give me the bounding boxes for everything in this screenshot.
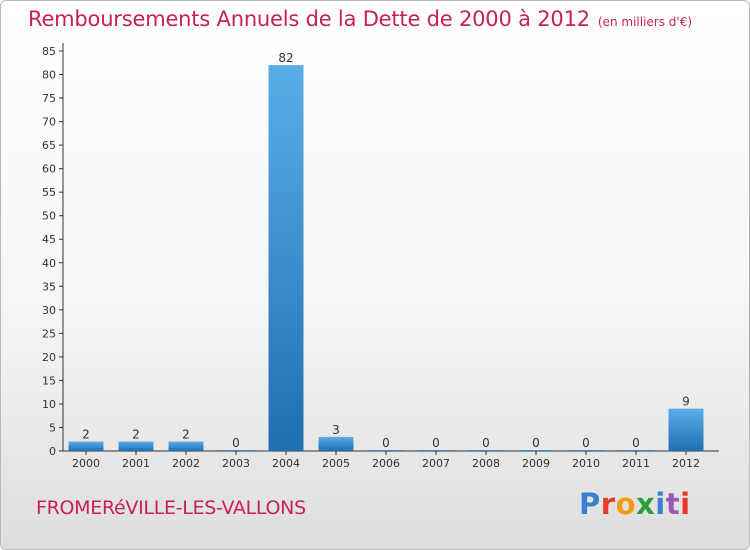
x-tick-label-2002: 2002 bbox=[172, 457, 200, 470]
data-label-2006: 0 bbox=[382, 436, 390, 450]
logo-letter: x bbox=[636, 487, 656, 521]
data-label-2002: 2 bbox=[182, 428, 190, 442]
data-label-2005: 3 bbox=[332, 423, 340, 437]
logo-letter: r bbox=[600, 487, 616, 521]
y-tick-label: 80 bbox=[42, 69, 56, 82]
y-tick-label: 25 bbox=[42, 327, 56, 340]
proxiti-logo: Proxiti bbox=[579, 487, 691, 521]
x-tick-label-2006: 2006 bbox=[372, 457, 400, 470]
data-label-2004: 82 bbox=[278, 51, 293, 65]
x-tick-label-2005: 2005 bbox=[322, 457, 350, 470]
x-tick-label-2009: 2009 bbox=[522, 457, 550, 470]
commune-name: FROMERéVILLE-LES-VALLONS bbox=[36, 497, 306, 519]
data-label-2003: 0 bbox=[232, 436, 240, 450]
x-tick-label-2007: 2007 bbox=[422, 457, 450, 470]
y-tick-label: 0 bbox=[49, 445, 56, 458]
bar-2011 bbox=[618, 450, 654, 451]
bar-2007 bbox=[418, 450, 454, 451]
logo-letter: o bbox=[615, 487, 637, 521]
y-tick-label: 20 bbox=[42, 351, 56, 364]
data-label-2001: 2 bbox=[132, 428, 140, 442]
y-tick-label: 45 bbox=[42, 233, 56, 246]
bar-2004 bbox=[268, 65, 304, 451]
y-tick-label: 5 bbox=[49, 421, 56, 434]
bar-2009 bbox=[518, 450, 554, 451]
data-label-2009: 0 bbox=[532, 436, 540, 450]
data-label-2000: 2 bbox=[82, 428, 90, 442]
bar-2010 bbox=[568, 450, 604, 451]
bar-2006 bbox=[368, 450, 404, 451]
x-tick-label-2012: 2012 bbox=[672, 457, 700, 470]
x-tick-label-2008: 2008 bbox=[472, 457, 500, 470]
data-label-2010: 0 bbox=[582, 436, 590, 450]
logo-letter: i bbox=[655, 487, 666, 521]
x-tick-label-2003: 2003 bbox=[222, 457, 250, 470]
data-label-2008: 0 bbox=[482, 436, 490, 450]
logo-letter: i bbox=[680, 487, 691, 521]
bar-2012 bbox=[668, 408, 704, 451]
y-tick-label: 60 bbox=[42, 163, 56, 176]
bars: 2 2 2 0 82 3 0 0 0 0 0 0 9 bbox=[68, 51, 704, 451]
x-tick-label-2004: 2004 bbox=[272, 457, 300, 470]
y-tick-label: 65 bbox=[42, 139, 56, 152]
y-tick-label: 15 bbox=[42, 374, 56, 387]
logo-letter: t bbox=[665, 487, 681, 521]
x-tick-label-2000: 2000 bbox=[72, 457, 100, 470]
logo-letter: P bbox=[579, 487, 601, 521]
y-tick-label: 85 bbox=[42, 45, 56, 58]
bar-2001 bbox=[118, 441, 154, 451]
y-tick-label: 40 bbox=[42, 257, 56, 270]
bar-2002 bbox=[168, 441, 204, 451]
data-label-2011: 0 bbox=[632, 436, 640, 450]
y-tick-label: 55 bbox=[42, 186, 56, 199]
bar-2000 bbox=[68, 441, 104, 451]
y-tick-label: 10 bbox=[42, 398, 56, 411]
bar-2005 bbox=[318, 436, 354, 451]
data-label-2007: 0 bbox=[432, 436, 440, 450]
y-tick-label: 30 bbox=[42, 304, 56, 317]
chart-title: Remboursements Annuels de la Dette de 20… bbox=[28, 7, 590, 31]
x-tick-label-2001: 2001 bbox=[122, 457, 150, 470]
unit-label: (en milliers d'€) bbox=[597, 15, 693, 29]
y-tick-label: 50 bbox=[42, 210, 56, 223]
data-label-2012: 9 bbox=[682, 395, 690, 409]
y-tick-label: 75 bbox=[42, 92, 56, 105]
x-tick-label-2011: 2011 bbox=[622, 457, 650, 470]
bar-2008 bbox=[468, 450, 504, 451]
y-tick-label: 70 bbox=[42, 116, 56, 129]
x-axis: 2000 2001 2002 2003 2004 2005 2006 2007 2008 2009… bbox=[72, 451, 700, 470]
y-tick-label: 35 bbox=[42, 280, 56, 293]
title-area: Remboursements Annuels de la Dette de 20… bbox=[28, 7, 692, 31]
bar-2003 bbox=[218, 450, 254, 451]
x-tick-label-2010: 2010 bbox=[572, 457, 600, 470]
